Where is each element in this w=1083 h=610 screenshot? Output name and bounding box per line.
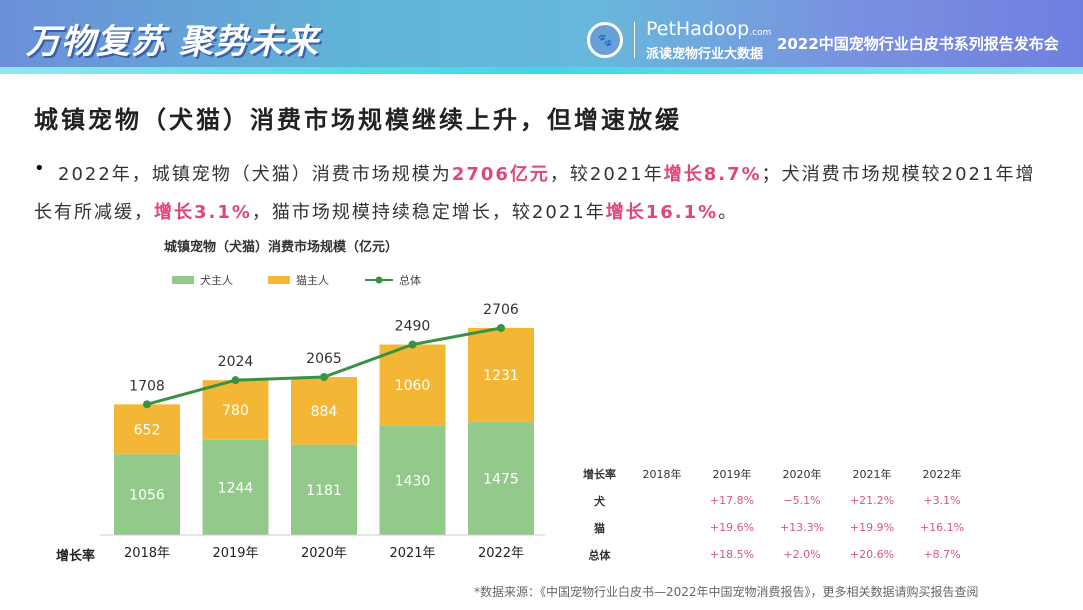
legend-label: 犬主人 [200, 274, 233, 287]
data-label-total: 2024 [218, 354, 254, 370]
text: 。 [718, 202, 739, 223]
data-label-dog: 1056 [129, 488, 165, 504]
data-label-cat: 652 [134, 422, 161, 438]
table-row: 猫 +19.6% +13.3% +19.9% +16.1% [572, 514, 977, 541]
cell: +18.5% [709, 548, 755, 561]
data-label-total: 1708 [129, 378, 165, 394]
total-point [408, 340, 417, 349]
bar-dog [202, 439, 269, 535]
header-cell: 2021年 [852, 467, 892, 481]
cell: +13.3% [779, 521, 825, 534]
data-label-dog: 1475 [483, 472, 519, 488]
row-label: 犬 [594, 494, 605, 508]
data-label-total: 2065 [306, 351, 342, 367]
cell [627, 514, 697, 541]
highlight: 增长16.1% [605, 202, 719, 223]
x-tick-label: 2018年 [124, 546, 170, 561]
data-label-cat: 884 [311, 404, 338, 420]
header-cell: 2020年 [782, 467, 822, 481]
legend-label: 总体 [399, 274, 421, 287]
x-tick-label: 2021年 [389, 546, 435, 561]
legend-swatch [268, 276, 290, 284]
data-label-cat: 1231 [483, 368, 519, 384]
text: ，猫市场规模持续稳定增长，较2021年 [251, 202, 606, 223]
highlight: 2706亿元 [451, 164, 550, 185]
cell: +16.1% [919, 521, 965, 534]
legend-line [365, 276, 393, 284]
highlight: 增长8.7% [663, 164, 762, 185]
x-tick-label: 2022年 [478, 546, 524, 561]
header-cell: 2019年 [712, 467, 752, 481]
page-title: 城镇宠物（犬猫）消费市场规模继续上升，但增速放缓 [34, 106, 682, 134]
chart-title: 城镇宠物（犬猫）消费市场规模（亿元） [164, 240, 399, 255]
growth-label: 增长率 [56, 549, 96, 564]
x-tick-label: 2020年 [301, 546, 347, 561]
bar-dog [468, 422, 534, 535]
legend-item-dog: 犬主人 [172, 272, 233, 288]
text: 2022年，城镇宠物（犬猫）消费市场规模为 [58, 164, 452, 185]
bar-dog [114, 454, 180, 535]
data-label-dog: 1244 [218, 480, 254, 496]
data-label-total: 2490 [395, 319, 431, 335]
total-point [143, 400, 151, 409]
divider [634, 22, 635, 58]
data-label-dog: 1181 [306, 483, 342, 499]
brand-name: PetHadoop [646, 18, 750, 40]
brand-logo: PetHadoop.com [646, 18, 771, 40]
bar-dog [291, 444, 357, 535]
header-cell: 增长率 [583, 467, 616, 481]
cell: +19.9% [849, 521, 895, 534]
data-label-cat: 1060 [395, 378, 431, 394]
text: ；犬消费市场规模较2021年增长有所减缓， [34, 164, 1036, 223]
cell: +3.1% [923, 494, 961, 507]
bar-cat [468, 327, 534, 423]
table-row: 总体 +18.5% +2.0% +20.6% +8.7% [572, 541, 977, 568]
row-label: 总体 [588, 548, 611, 562]
legend-swatch [172, 276, 194, 284]
slogan: 万物复苏 聚势未来 [26, 22, 319, 62]
cell: +2.0% [783, 548, 821, 561]
x-tick-label: 2019年 [212, 546, 258, 561]
cell: +19.6% [709, 521, 755, 534]
legend-label: 猫主人 [296, 274, 329, 287]
table-row: 犬 +17.8% −5.1% +21.2% +3.1% [572, 487, 977, 514]
cell [627, 541, 697, 568]
highlight: 增长3.1% [154, 202, 252, 223]
cell: +21.2% [849, 494, 895, 507]
header-banner: 万物复苏 聚势未来 🐾 PetHadoop.com 派读宠物行业大数据 2022… [0, 0, 1083, 74]
bar-dog [379, 425, 446, 535]
bar-cat [114, 404, 180, 455]
brand-subtitle: 派读宠物行业大数据 [646, 47, 764, 62]
data-label-dog: 1430 [395, 473, 431, 489]
brand-suffix: .com [749, 28, 772, 38]
cell: +8.7% [923, 548, 961, 561]
cell [627, 487, 697, 514]
bullet: • [34, 158, 45, 179]
total-point [231, 376, 240, 385]
text: ，较2021年 [549, 164, 664, 185]
event-title: 2022中国宠物行业白皮书系列报告发布会 [777, 35, 1059, 53]
summary-paragraph: 2022年，城镇宠物（犬猫）消费市场规模为2706亿元，较2021年增长8.7%… [34, 156, 1044, 232]
legend-item-cat: 猫主人 [268, 272, 329, 288]
cell: +17.8% [709, 494, 755, 507]
cell: −5.1% [783, 494, 821, 507]
total-point [497, 323, 505, 332]
total-point [320, 373, 328, 382]
bar-cat [202, 380, 269, 440]
bar-cat [379, 344, 446, 426]
bar-cat [291, 377, 357, 445]
pet-badge-icon: 🐾 [587, 22, 623, 58]
header-cell: 2018年 [642, 467, 682, 481]
growth-table: 增长率 2018年 2019年 2020年 2021年 2022年 犬 +17.8… [572, 460, 977, 568]
row-label: 猫 [594, 521, 605, 535]
legend-item-total: 总体 [365, 272, 421, 288]
header-cell: 2022年 [922, 467, 962, 481]
table-header-row: 增长率 2018年 2019年 2020年 2021年 2022年 [572, 460, 977, 487]
cell: +20.6% [849, 548, 895, 561]
data-label-cat: 780 [222, 403, 249, 419]
data-label-total: 2706 [483, 302, 519, 318]
data-source: *数据来源：《中国宠物行业白皮书—2022年中国宠物消费报告》，更多相关数据请购… [474, 585, 979, 599]
